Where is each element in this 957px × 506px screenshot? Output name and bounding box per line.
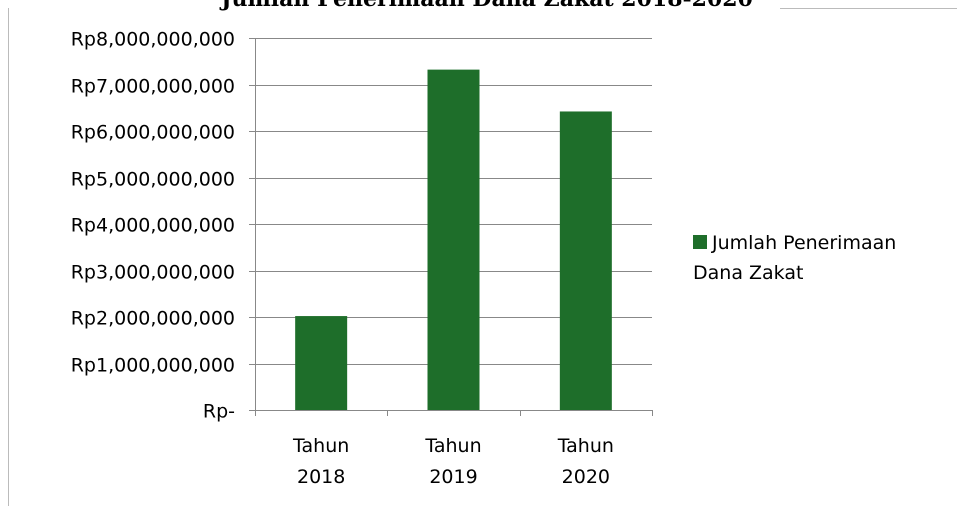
y-tick-label: Rp2,000,000,000 — [71, 308, 235, 330]
bar — [295, 316, 348, 410]
y-tick-label: Rp1,000,000,000 — [71, 355, 235, 377]
x-tick-label: Tahun 2019 — [424, 435, 481, 488]
x-tick-label: Tahun 2020 — [557, 435, 614, 488]
y-tick-label: Rp5,000,000,000 — [71, 169, 235, 191]
bar — [559, 111, 612, 410]
y-tick-label: Rp4,000,000,000 — [71, 215, 235, 237]
y-tick-label: Rp7,000,000,000 — [71, 76, 235, 98]
bar — [427, 69, 480, 411]
legend-swatch — [693, 235, 707, 249]
y-tick-label: Rp- — [203, 401, 235, 423]
x-tick-label: Tahun 2018 — [292, 435, 349, 488]
legend-label: Jumlah Penerimaan Dana Zakat — [693, 232, 896, 284]
y-tick-label: Rp3,000,000,000 — [71, 262, 235, 284]
y-tick-label: Rp8,000,000,000 — [71, 29, 235, 51]
y-tick-label: Rp6,000,000,000 — [71, 122, 235, 144]
chart-title: Jumlah Penerimaan Dana Zakat 2018-2020 — [219, 0, 753, 12]
